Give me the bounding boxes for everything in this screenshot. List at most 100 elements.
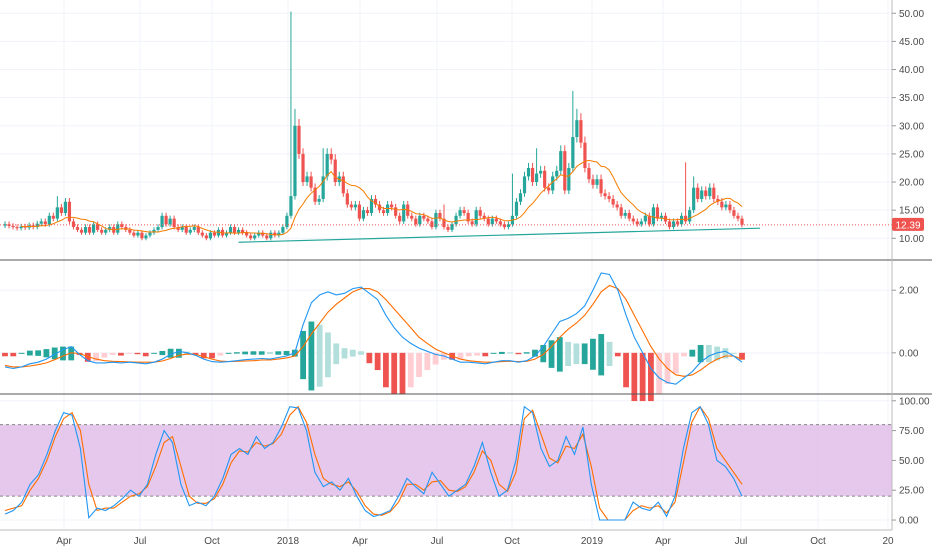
candle-body	[273, 232, 277, 236]
candle-body	[692, 187, 696, 211]
candle-body	[232, 227, 237, 233]
candle-body	[422, 215, 426, 219]
macd-histogram-bar	[548, 340, 555, 368]
candle-body	[595, 179, 599, 185]
candle-body	[486, 218, 490, 225]
candle-body	[502, 224, 506, 228]
candle-body	[539, 170, 543, 174]
candle-body	[152, 229, 156, 233]
candle-body	[11, 225, 15, 228]
candle-body	[506, 224, 511, 228]
candle-body	[277, 232, 281, 236]
macd-histogram-bar	[349, 349, 356, 357]
candle-body	[579, 120, 583, 143]
candle-body	[79, 229, 84, 233]
candle-body	[740, 218, 744, 225]
x-tick-label: Oct	[204, 536, 220, 547]
x-tick-label: Apr	[56, 536, 72, 547]
candle-body	[466, 212, 470, 222]
candle-body	[446, 227, 450, 230]
candle-body	[257, 232, 261, 236]
candle-body	[128, 229, 132, 233]
candle-body	[474, 210, 478, 225]
candle-body	[603, 193, 607, 197]
macd-histogram-bar	[424, 352, 431, 371]
candle-body	[639, 221, 643, 225]
stoch-panel[interactable]	[4, 405, 743, 521]
macd-histogram-bar	[606, 341, 613, 366]
macd-histogram-bar	[391, 352, 398, 395]
candle-body	[345, 193, 349, 205]
macd-histogram-bar	[209, 352, 215, 359]
macd-histogram-bar	[714, 346, 721, 361]
candle-body	[325, 153, 329, 177]
macd-panel[interactable]	[2, 272, 745, 402]
candle-body	[216, 229, 221, 236]
macd-histogram-bar	[656, 352, 663, 395]
macd-histogram-bar	[275, 351, 282, 355]
y-tick-label: 25.00	[899, 149, 924, 160]
candle-body	[704, 190, 708, 197]
candle-body	[196, 227, 200, 233]
candle-body	[647, 215, 651, 225]
macd-histogram-bar	[681, 352, 687, 357]
candle-body	[599, 179, 603, 194]
macd-histogram-bar	[341, 348, 348, 359]
macd-histogram-bar	[283, 350, 290, 356]
candle-body	[563, 151, 567, 191]
candle-body	[571, 137, 575, 168]
candle-body	[526, 167, 531, 177]
macd-histogram-bar	[60, 346, 66, 361]
macd-histogram-bar	[573, 343, 580, 365]
candle-body	[458, 210, 462, 216]
macd-histogram-bar	[614, 352, 621, 357]
candle-body	[357, 204, 362, 219]
x-tick-label: 2018	[277, 536, 300, 547]
macd-histogram-bar	[565, 341, 571, 366]
macd-histogram-bar	[217, 352, 224, 356]
candle-body	[736, 215, 740, 219]
candle-body	[615, 204, 619, 208]
candle-body	[700, 190, 704, 199]
y-tick-label: 0.00	[899, 348, 919, 359]
macd-histogram-bar	[308, 321, 315, 391]
candle-body	[462, 210, 466, 213]
candle-body	[224, 232, 229, 236]
candle-body	[87, 227, 92, 233]
macd-histogram-bar	[672, 352, 679, 374]
candle-body	[667, 221, 672, 228]
macd-histogram-bar	[68, 346, 75, 361]
candle-body	[567, 167, 571, 191]
candle-body	[635, 221, 639, 225]
candle-body	[47, 215, 51, 225]
candle-body	[67, 201, 72, 222]
candle-body	[623, 212, 627, 216]
candle-body	[116, 224, 120, 233]
macd-histogram-bar	[465, 352, 472, 357]
candle-body	[365, 210, 370, 213]
candle-body	[180, 227, 184, 230]
candle-body	[498, 221, 502, 225]
macd-histogram-bar	[118, 352, 124, 356]
macd-histogram-bar	[333, 343, 340, 365]
candle-body	[478, 210, 482, 216]
candle-body	[293, 125, 297, 197]
candle-body	[55, 207, 59, 219]
candle-body	[59, 207, 63, 213]
macd-histogram-bar	[10, 352, 17, 357]
price-panel[interactable]	[0, 11, 892, 243]
candle-body	[241, 229, 245, 233]
candle-body	[543, 170, 547, 188]
candle-body	[684, 215, 688, 222]
support-trendline	[238, 227, 761, 243]
candle-body	[3, 224, 7, 226]
candle-body	[92, 224, 96, 233]
candle-body	[688, 210, 692, 222]
candle-body	[321, 176, 325, 199]
macd-histogram-bar	[325, 332, 331, 378]
candle-body	[313, 187, 317, 202]
candle-body	[160, 215, 164, 228]
candle-body	[71, 221, 76, 228]
